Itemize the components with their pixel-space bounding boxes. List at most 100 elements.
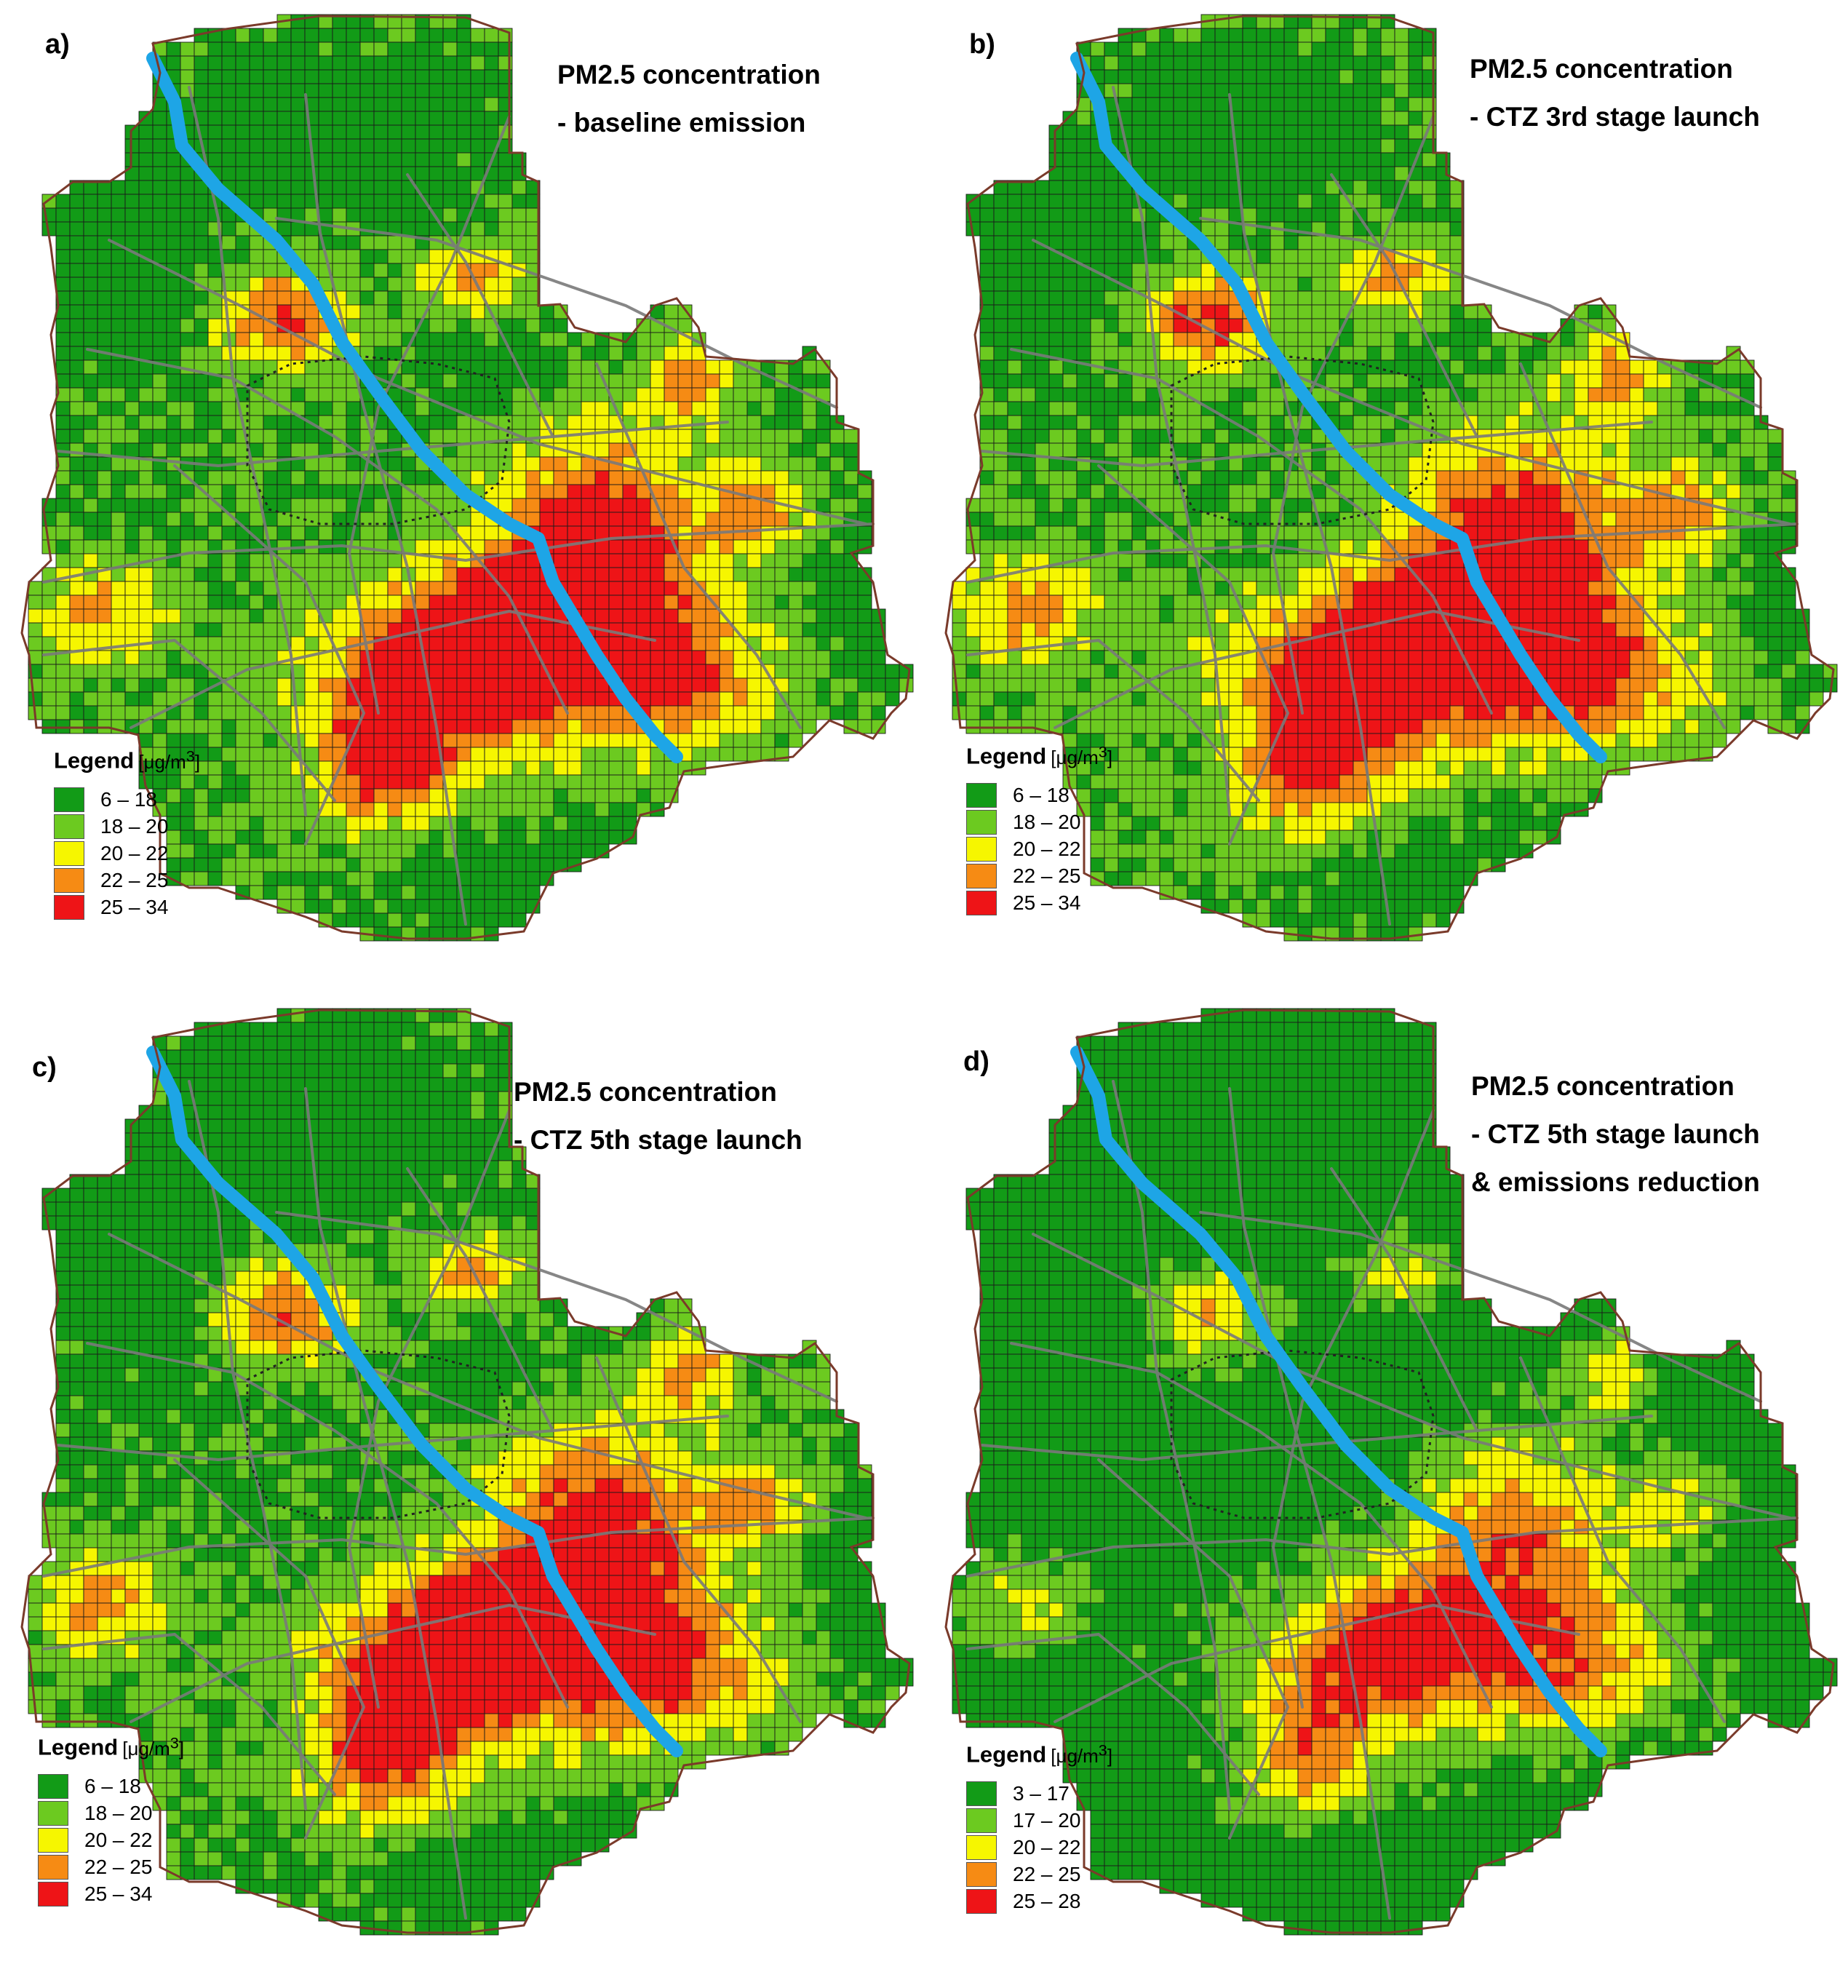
- grid-cell: [1657, 512, 1672, 527]
- grid-cell: [69, 401, 84, 416]
- grid-cell: [484, 111, 499, 126]
- grid-cell: [1781, 636, 1796, 651]
- grid-cell: [1698, 401, 1713, 416]
- grid-cell: [359, 581, 375, 596]
- grid-cell: [1422, 221, 1437, 236]
- grid-cell: [1159, 55, 1174, 71]
- grid-cell: [1214, 111, 1230, 126]
- grid-cell: [843, 581, 859, 596]
- grid-cell: [1297, 581, 1313, 596]
- grid-cell: [1214, 166, 1230, 181]
- grid-cell: [180, 733, 195, 748]
- grid-cell: [719, 733, 734, 748]
- grid-cell: [1256, 69, 1271, 84]
- grid-cell: [470, 304, 485, 319]
- grid-cell: [1449, 498, 1465, 513]
- grid-cell: [581, 788, 596, 803]
- grid-cell: [733, 595, 748, 610]
- grid-cell: [553, 415, 568, 430]
- grid-cell: [1380, 180, 1395, 195]
- grid-cell: [1366, 124, 1382, 140]
- legend-label: 22 – 25: [100, 868, 169, 891]
- grid-cell: [1781, 525, 1796, 541]
- grid-cell: [1242, 456, 1257, 472]
- grid-cell: [1242, 373, 1257, 389]
- grid-cell: [525, 456, 541, 472]
- grid-cell: [746, 581, 762, 596]
- grid-cell: [401, 69, 416, 84]
- grid-cell: [332, 373, 347, 389]
- grid-cell: [636, 788, 651, 803]
- grid-cell: [1187, 111, 1202, 126]
- grid-cell: [401, 691, 416, 707]
- grid-cell: [1588, 442, 1603, 458]
- grid-cell: [539, 760, 554, 776]
- grid-cell: [359, 69, 375, 84]
- grid-cell: [124, 304, 140, 319]
- grid-cell: [152, 567, 167, 582]
- grid-cell: [1629, 359, 1644, 375]
- grid-cell: [207, 691, 223, 707]
- grid-cell: [1477, 636, 1492, 651]
- grid-cell: [318, 553, 333, 568]
- grid-cell: [1408, 221, 1423, 236]
- grid-cell: [1435, 442, 1451, 458]
- grid-cell: [373, 816, 389, 831]
- grid-cell: [1200, 498, 1216, 513]
- grid-cell: [1477, 512, 1492, 527]
- grid-cell: [1491, 456, 1506, 472]
- grid-cell: [415, 470, 430, 485]
- grid-cell: [138, 429, 154, 444]
- grid-cell: [1615, 456, 1630, 472]
- grid-cell: [1560, 498, 1575, 513]
- grid-cell: [1173, 332, 1188, 347]
- grid-cell: [525, 415, 541, 430]
- grid-cell: [636, 760, 651, 776]
- grid-cell: [221, 249, 236, 264]
- grid-cell: [387, 138, 402, 154]
- grid-cell: [276, 83, 292, 98]
- grid-cell: [664, 373, 679, 389]
- grid-cell: [332, 69, 347, 84]
- grid-cell: [1021, 332, 1036, 347]
- grid-cell: [55, 581, 71, 596]
- grid-cell: [1256, 567, 1271, 582]
- grid-cell: [207, 124, 223, 140]
- grid-cell: [346, 304, 361, 319]
- grid-cell: [332, 359, 347, 375]
- grid-cell: [332, 830, 347, 845]
- grid-cell: [484, 401, 499, 416]
- grid-cell: [1145, 152, 1160, 167]
- grid-cell: [594, 470, 610, 485]
- grid-cell: [650, 622, 665, 637]
- grid-cell: [1505, 498, 1520, 513]
- grid-cell: [456, 747, 471, 762]
- grid-cell: [1007, 249, 1022, 264]
- grid-cell: [1090, 318, 1105, 333]
- grid-cell: [1118, 69, 1133, 84]
- grid-cell: [373, 359, 389, 375]
- grid-cell: [456, 373, 471, 389]
- grid-cell: [1270, 194, 1285, 209]
- grid-cell: [1366, 387, 1382, 402]
- grid-cell: [1380, 124, 1395, 140]
- grid-cell: [1311, 249, 1326, 264]
- grid-cell: [415, 760, 430, 776]
- grid-cell: [373, 207, 389, 223]
- grid-cell: [1601, 498, 1617, 513]
- grid-cell: [1076, 207, 1091, 223]
- grid-cell: [608, 816, 624, 831]
- grid-cell: [429, 539, 444, 554]
- grid-cell: [332, 415, 347, 430]
- grid-cell: [111, 498, 126, 513]
- grid-cell: [1353, 346, 1368, 361]
- grid-cell: [498, 221, 513, 236]
- grid-cell: [166, 525, 181, 541]
- grid-cell: [1048, 304, 1064, 319]
- grid-cell: [636, 608, 651, 624]
- grid-cell: [442, 138, 458, 154]
- grid-cell: [594, 705, 610, 720]
- grid-cell: [1200, 124, 1216, 140]
- grid-cell: [525, 830, 541, 845]
- grid-cell: [318, 207, 333, 223]
